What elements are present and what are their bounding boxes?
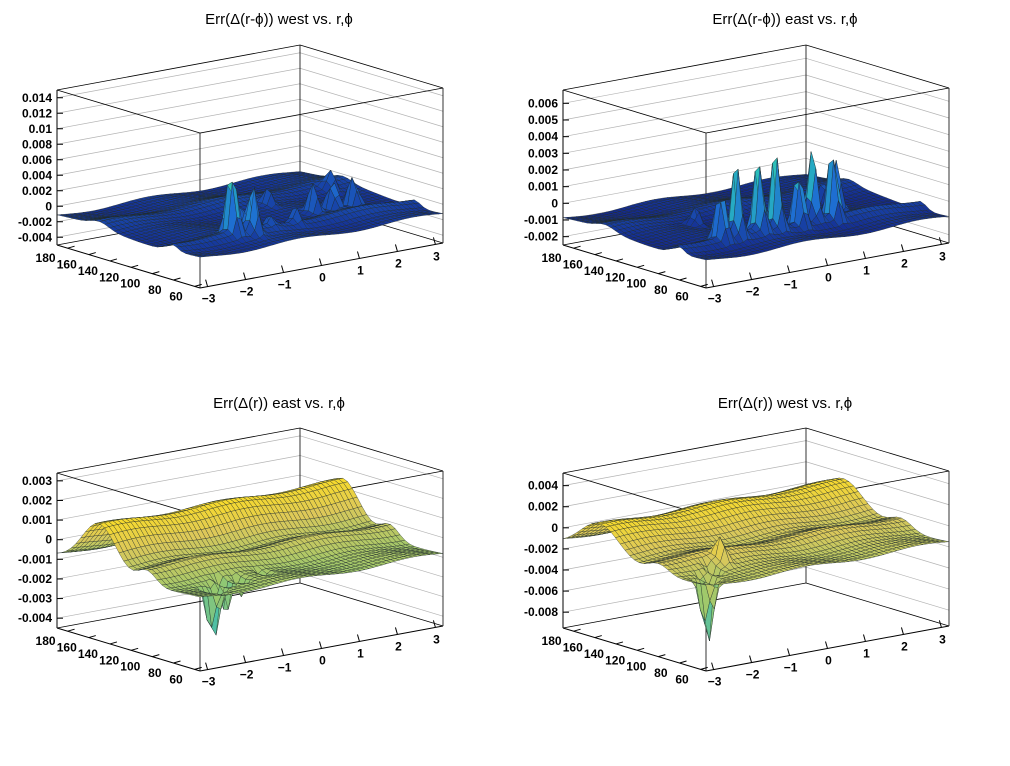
r-tick bbox=[173, 277, 181, 281]
r-tick-label: 120 bbox=[605, 270, 625, 284]
z-tick-label: -0.004 bbox=[18, 230, 52, 244]
z-tick-label: 0.004 bbox=[22, 168, 52, 182]
surface-mesh bbox=[56, 478, 444, 636]
phi-tick-label: −2 bbox=[240, 285, 254, 299]
r-tick bbox=[573, 245, 581, 249]
phi-tick bbox=[825, 258, 828, 266]
r-tick bbox=[637, 264, 645, 268]
r-tick bbox=[658, 271, 666, 275]
r-tick-label: 180 bbox=[542, 251, 562, 265]
panel-east-r-error: Err(Δ(r)) east vs. r,ϕ -0.004-0.003-0.00… bbox=[18, 395, 444, 689]
z-gridline bbox=[56, 98, 444, 145]
z-gridline bbox=[56, 114, 444, 161]
r-tick-label: 140 bbox=[78, 264, 98, 278]
z-gridline bbox=[562, 74, 950, 121]
r-tick bbox=[67, 245, 75, 249]
phi-tick-label: 0 bbox=[825, 271, 832, 285]
r-tick bbox=[700, 283, 708, 287]
panel-west-rphi-error: Err(Δ(r-ϕ)) west vs. r,ϕ -0.004-0.00200.… bbox=[18, 11, 444, 306]
phi-tick bbox=[356, 251, 360, 259]
z-tick-label: 0.012 bbox=[22, 106, 52, 120]
r-tick bbox=[194, 283, 202, 287]
z-tick-label: 0.004 bbox=[528, 130, 558, 144]
r-tick-label: 160 bbox=[563, 258, 583, 272]
z-tick-label: 0.002 bbox=[22, 184, 52, 198]
r-tick-label: 60 bbox=[169, 289, 183, 303]
phi-tick-label: −3 bbox=[202, 292, 216, 306]
phi-tick bbox=[862, 251, 866, 259]
chart-title: Err(Δ(r-ϕ)) east vs. r,ϕ bbox=[712, 11, 857, 28]
r-tick-label: 100 bbox=[626, 277, 646, 291]
r-tick-label: 140 bbox=[584, 264, 604, 278]
z-gridline bbox=[562, 107, 950, 154]
r-tick bbox=[109, 258, 118, 262]
r-tick-label: 100 bbox=[120, 277, 140, 291]
phi-tick bbox=[787, 265, 791, 273]
r-tick-label: 80 bbox=[148, 283, 162, 297]
r-tick-label: 60 bbox=[675, 289, 689, 303]
phi-tick bbox=[281, 265, 285, 273]
z-gridline bbox=[56, 83, 444, 130]
surface-mesh bbox=[56, 169, 444, 258]
phi-tick-label: −1 bbox=[278, 278, 292, 292]
phi-tick bbox=[749, 272, 753, 280]
z-tick-label: 0.002 bbox=[528, 163, 558, 177]
chart-title: Err(Δ(r)) east vs. r,ϕ bbox=[213, 395, 345, 412]
z-gridline bbox=[56, 52, 444, 99]
phi-tick-label: 1 bbox=[863, 263, 870, 277]
r-tick bbox=[679, 277, 687, 281]
phi-tick-label: 0 bbox=[319, 271, 326, 285]
phi-tick bbox=[205, 279, 209, 287]
z-tick-label: 0.006 bbox=[22, 153, 52, 167]
phi-tick bbox=[394, 244, 398, 252]
z-gridline bbox=[562, 57, 950, 104]
z-tick-label: 0.001 bbox=[528, 180, 558, 194]
z-tick-label: 0.014 bbox=[22, 91, 52, 105]
phi-tick-label: 3 bbox=[939, 249, 946, 263]
z-tick-label: -0.001 bbox=[524, 213, 558, 227]
r-tick bbox=[615, 258, 624, 262]
r-tick bbox=[594, 252, 602, 256]
z-tick-label: 0.006 bbox=[528, 96, 558, 110]
panel-east-rphi-error: Err(Δ(r-ϕ)) east vs. r,ϕ -0.002 -0.001 0 0.… bbox=[524, 11, 950, 306]
phi-tick-label: 3 bbox=[433, 249, 440, 263]
z-tick-label: 0.008 bbox=[22, 137, 52, 151]
phi-tick-label: 2 bbox=[395, 256, 402, 270]
phi-tick bbox=[900, 244, 904, 252]
phi-tick bbox=[319, 258, 322, 266]
r-tick-label: 120 bbox=[99, 270, 119, 284]
r-tick-label: 80 bbox=[654, 283, 668, 297]
z-tick-label: 0 bbox=[45, 199, 52, 213]
z-gridline bbox=[56, 435, 444, 482]
z-gridline bbox=[56, 67, 444, 114]
z-tick-label: -0.002 bbox=[18, 215, 52, 229]
phi-tick-label: −2 bbox=[746, 285, 760, 299]
phi-tick-label: 1 bbox=[357, 263, 364, 277]
r-tick-label: 160 bbox=[57, 258, 77, 272]
phi-tick bbox=[243, 272, 247, 280]
z-tick-label: 0.005 bbox=[528, 113, 558, 127]
z-tick-label: 0.003 bbox=[528, 146, 558, 160]
phi-tick-label: 2 bbox=[901, 256, 908, 270]
z-gridline bbox=[56, 129, 444, 176]
r-tick-label: 180 bbox=[36, 251, 56, 265]
phi-tick-label: −3 bbox=[708, 292, 722, 306]
r-tick bbox=[152, 271, 160, 275]
r-tick bbox=[131, 264, 139, 268]
plot-box bbox=[56, 44, 444, 288]
z-gridline bbox=[562, 124, 950, 171]
phi-tick-label: −1 bbox=[784, 278, 798, 292]
z-tick-label: 0.01 bbox=[29, 122, 53, 136]
z-tick-label: 0 bbox=[551, 196, 558, 210]
z-tick-label: -0.002 bbox=[524, 230, 558, 244]
chart-title: Err(Δ(r-ϕ)) west vs. r,ϕ bbox=[205, 11, 353, 28]
r-tick bbox=[88, 252, 96, 256]
phi-tick bbox=[711, 279, 715, 287]
